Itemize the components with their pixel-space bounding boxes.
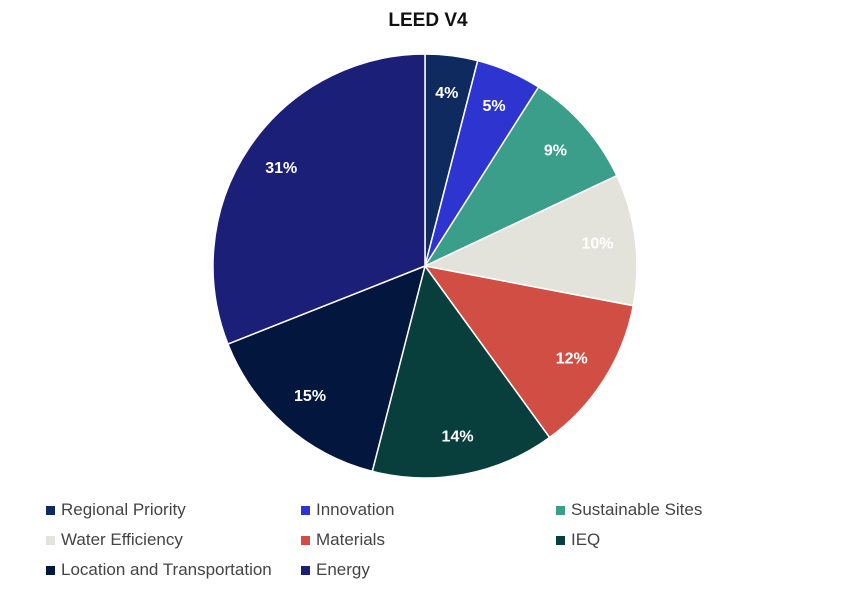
pie-slice-location-and-transportation [226, 264, 427, 473]
legend-swatch [301, 535, 310, 545]
legend-label: Water Efficiency [61, 530, 183, 549]
pie-slice-materials [423, 264, 635, 439]
legend-label: Materials [316, 530, 385, 549]
pie-data-labels: 4% 5% 9% 10% 12% 14% 15% 31% [265, 85, 613, 445]
data-label-water-efficiency: 10% [581, 236, 613, 253]
legend-swatch [556, 535, 565, 545]
legend-item-materials: Materials [301, 530, 385, 550]
legend-item-sustainable-sites: Sustainable Sites [556, 500, 702, 520]
pie-slices [212, 53, 638, 479]
data-label-ieq: 14% [442, 428, 474, 445]
legend-item-location-and-transportation: Location and Transportation [46, 560, 272, 580]
legend-label: Location and Transportation [61, 560, 272, 579]
legend-swatch [46, 535, 55, 545]
legend-label: Sustainable Sites [571, 500, 703, 519]
legend-item-energy: Energy [301, 560, 370, 580]
legend-swatch [301, 505, 310, 515]
legend-swatch [46, 565, 55, 575]
data-label-energy: 31% [265, 160, 297, 177]
legend-item-ieq: IEQ [556, 530, 600, 550]
data-label-materials: 12% [556, 351, 588, 368]
legend-item-innovation: Innovation [301, 500, 394, 520]
legend-label: Regional Priority [61, 500, 186, 519]
legend-label: Innovation [316, 500, 395, 519]
legend-swatch [556, 505, 565, 515]
data-label-innovation: 5% [482, 98, 505, 115]
legend-label: Energy [316, 560, 370, 579]
pie-slice-water-efficiency [422, 174, 638, 307]
data-label-sustainable-sites: 9% [544, 143, 567, 160]
data-label-regional-priority: 4% [435, 85, 458, 102]
legend-swatch [301, 565, 310, 575]
legend-item-water-efficiency: Water Efficiency [46, 530, 183, 550]
legend-item-regional-priority: Regional Priority [46, 500, 186, 520]
legend-label: IEQ [571, 530, 601, 549]
data-label-location-and-transportation: 15% [294, 388, 326, 405]
pie-slice-ieq [371, 264, 551, 479]
pie-slice-sustainable-sites [422, 85, 618, 268]
chart-title: LEED V4 [388, 10, 468, 31]
pie-slice-energy [212, 53, 426, 346]
legend-swatch [46, 505, 55, 515]
pie-chart: 4% 5% 9% 10% 12% 14% 15% 31% [212, 53, 638, 479]
